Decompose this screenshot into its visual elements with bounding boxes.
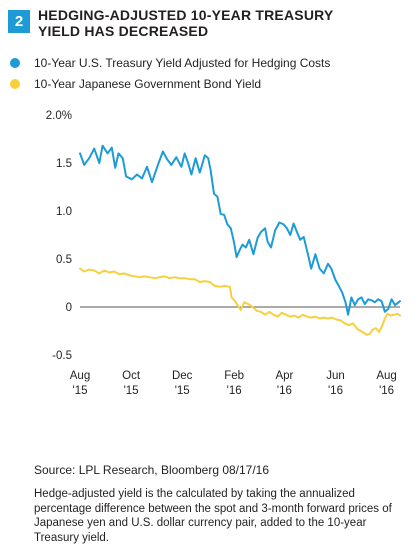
methodology-note: Hedge-adjusted yield is the calculated b… xyxy=(34,488,392,544)
x-tick-label: Oct '15 xyxy=(122,370,141,397)
y-tick-label: 0 xyxy=(66,302,72,314)
y-tick-label: 2.0% xyxy=(46,110,72,122)
x-tick-label: Apr '16 xyxy=(275,370,293,397)
x-tick-label: Aug '16 xyxy=(376,370,396,397)
series-line-treasury xyxy=(79,144,401,316)
x-tick-label: Aug '15 xyxy=(70,370,90,397)
legend-dot-jgb-icon xyxy=(10,79,20,89)
y-tick-label: 1.5 xyxy=(56,158,72,170)
y-tick-label: -0.5 xyxy=(52,350,72,362)
y-tick-label: 0.5 xyxy=(56,254,72,266)
y-tick-label: 1.0 xyxy=(56,206,72,218)
chart-title: HEDGING-ADJUSTED 10-YEAR TREASURY YIELD … xyxy=(38,7,334,39)
source-note: Source: LPL Research, Bloomberg 08/17/16 xyxy=(34,463,270,477)
legend-dot-treasury-icon xyxy=(10,58,20,68)
figure-number-badge: 2 xyxy=(8,10,30,33)
x-tick-label: Jun '16 xyxy=(326,370,345,397)
series-line-jgb xyxy=(79,267,401,336)
x-tick-label: Feb '16 xyxy=(224,370,244,397)
line-chart: 2.0% 1.5 1.0 0.5 0 -0.5 Aug '15 Oct '15 Dec '15 Feb '… xyxy=(46,110,401,397)
legend-label-treasury: 10-Year U.S. Treasury Yield Adjusted for… xyxy=(34,56,331,70)
x-tick-label: Dec '15 xyxy=(172,370,193,397)
legend-label-jgb: 10-Year Japanese Government Bond Yield xyxy=(34,77,262,91)
